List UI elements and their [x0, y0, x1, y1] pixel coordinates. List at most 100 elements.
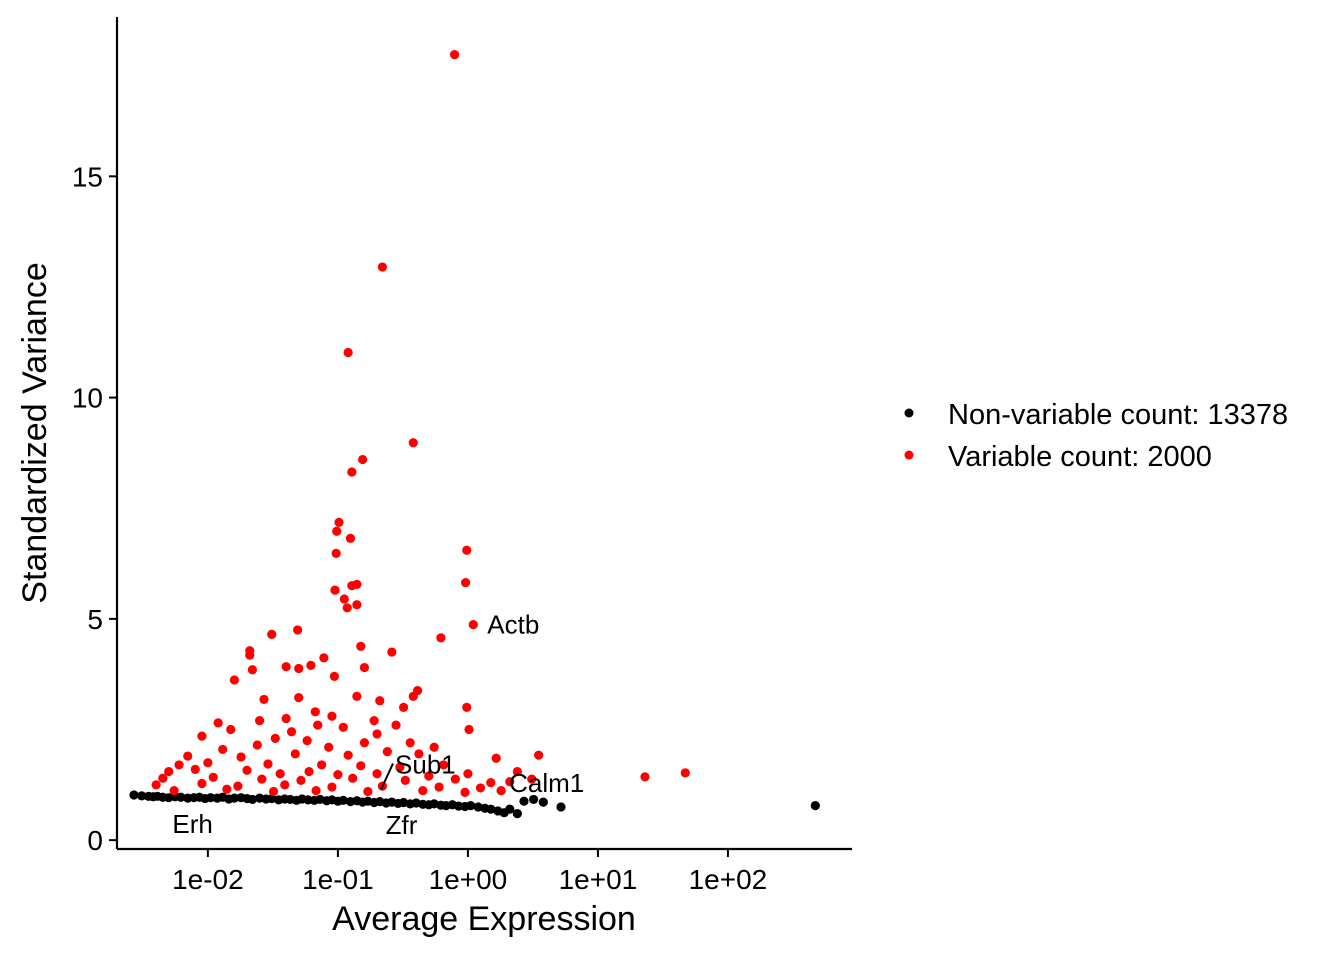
legend-swatch-variable [904, 450, 914, 460]
data-point [158, 773, 168, 783]
data-point [505, 777, 515, 787]
data-point [281, 662, 291, 672]
data-point [414, 749, 424, 759]
data-point [197, 778, 207, 789]
data-point [512, 766, 522, 777]
data-point [190, 764, 200, 774]
data-point [408, 691, 418, 701]
data-point [356, 761, 366, 771]
data-point [290, 749, 300, 759]
data-point [363, 786, 373, 797]
data-point [359, 662, 370, 673]
data-point [327, 711, 337, 721]
x-ticks: 1e-02 1e-01 1e+00 1e+01 1e+02 [172, 849, 767, 895]
data-point [268, 786, 279, 797]
data-point [294, 693, 304, 703]
data-point [176, 792, 186, 802]
data-point [275, 769, 285, 779]
data-point [129, 790, 139, 800]
data-point [462, 702, 472, 712]
data-point [405, 738, 415, 748]
data-point [286, 727, 297, 737]
gene-label: Erh [172, 809, 212, 839]
data-point [372, 769, 382, 779]
data-point [247, 794, 257, 805]
data-point [343, 750, 353, 760]
data-point [247, 665, 257, 675]
data-point [418, 785, 428, 796]
y-tick-label: 10 [72, 383, 103, 414]
data-point [463, 769, 473, 779]
data-point [267, 629, 277, 639]
data-point [449, 50, 460, 60]
gene-label: Calm1 [509, 768, 584, 798]
data-point [313, 720, 323, 730]
data-point [347, 467, 357, 477]
data-point [319, 653, 329, 663]
data-point [534, 750, 544, 760]
legend-label-non-variable: Non-variable count: 13378 [948, 399, 1288, 431]
annotation-layer: Actb Sub1 Calm1 Zfr Erh [172, 610, 584, 841]
series-non-variable [129, 790, 820, 819]
data-point [395, 762, 405, 772]
data-point [505, 804, 515, 814]
data-point [640, 772, 650, 782]
data-point [164, 766, 174, 777]
data-point [387, 647, 397, 657]
data-point [512, 808, 522, 819]
data-point [436, 633, 446, 643]
data-point [352, 600, 362, 610]
data-point [252, 740, 262, 750]
annotation-leader-line [380, 763, 394, 790]
y-axis-title: Standardized Variance [16, 262, 54, 603]
data-point [468, 620, 478, 630]
data-point [327, 782, 337, 792]
data-point [519, 796, 529, 806]
x-tick-label: 1e+01 [559, 864, 638, 895]
data-point [263, 759, 273, 769]
series-variable [151, 50, 690, 797]
data-point [222, 784, 232, 794]
data-point [213, 718, 223, 728]
data-point [259, 694, 269, 705]
data-point [398, 702, 409, 712]
data-point [338, 795, 348, 805]
data-point [169, 785, 179, 796]
x-tick-label: 1e+00 [429, 864, 508, 895]
data-point [460, 787, 470, 797]
data-point [302, 735, 312, 746]
data-point [324, 742, 334, 752]
data-point [486, 804, 496, 814]
data-point [332, 526, 342, 536]
data-point [464, 724, 474, 735]
data-point [233, 781, 243, 791]
data-point [527, 774, 537, 784]
y-tick-label: 15 [72, 161, 103, 192]
data-point [348, 773, 358, 783]
x-tick-label: 1e+02 [689, 864, 768, 895]
data-point [496, 785, 506, 796]
data-point [334, 517, 344, 527]
data-point [339, 594, 349, 604]
data-point [347, 581, 357, 591]
data-point [462, 545, 472, 555]
data-point [218, 744, 228, 755]
data-point [486, 778, 496, 788]
gene-label: Sub1 [395, 749, 456, 779]
data-point [267, 793, 277, 804]
data-point [151, 780, 161, 790]
data-point [229, 793, 240, 803]
data-point [450, 774, 460, 784]
data-point [242, 765, 252, 775]
data-point [424, 771, 434, 781]
data-point [208, 772, 218, 782]
data-point [255, 716, 265, 726]
data-point [538, 797, 548, 807]
data-point [206, 793, 216, 803]
legend-label-variable: Variable count: 2000 [948, 441, 1212, 473]
data-point [330, 585, 340, 595]
data-point [475, 783, 486, 793]
data-point [333, 770, 343, 780]
data-point [296, 775, 306, 786]
points-layer [129, 50, 820, 819]
